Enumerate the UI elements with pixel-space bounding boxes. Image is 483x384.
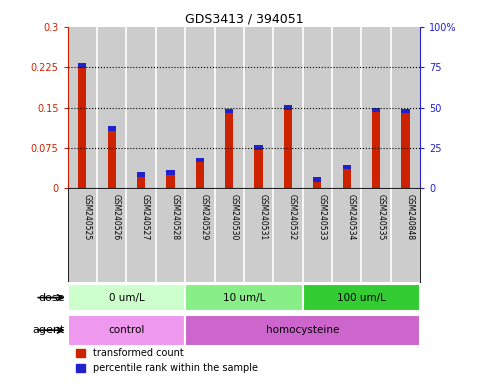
- Bar: [401, 109, 410, 113]
- Bar: [185, 27, 214, 188]
- Text: GSM240532: GSM240532: [288, 194, 297, 240]
- Bar: [391, 27, 420, 188]
- Bar: [185, 284, 303, 311]
- Legend: transformed count, percentile rank within the sample: transformed count, percentile rank withi…: [72, 344, 262, 377]
- Bar: [313, 177, 322, 188]
- Bar: [97, 27, 127, 188]
- Text: GSM240531: GSM240531: [258, 194, 268, 240]
- Bar: [166, 170, 174, 188]
- Bar: [284, 105, 292, 188]
- Text: agent: agent: [33, 325, 65, 335]
- Text: GSM240535: GSM240535: [376, 194, 385, 240]
- Bar: [342, 164, 351, 188]
- Bar: [332, 27, 361, 188]
- Text: GSM240527: GSM240527: [141, 194, 150, 240]
- Text: 100 um/L: 100 um/L: [337, 293, 386, 303]
- Text: dose: dose: [39, 293, 65, 303]
- Text: GSM240528: GSM240528: [170, 194, 180, 240]
- Bar: [255, 145, 263, 150]
- Bar: [196, 157, 204, 188]
- Text: GSM240526: GSM240526: [112, 194, 121, 240]
- Bar: [214, 27, 244, 188]
- Text: 0 um/L: 0 um/L: [109, 293, 144, 303]
- Bar: [156, 27, 185, 188]
- Bar: [372, 108, 380, 113]
- Text: GSM240848: GSM240848: [406, 194, 414, 240]
- Bar: [225, 109, 233, 188]
- Bar: [372, 108, 380, 188]
- Text: GSM240534: GSM240534: [347, 194, 356, 240]
- Bar: [68, 27, 97, 188]
- Text: control: control: [108, 325, 144, 335]
- Bar: [225, 109, 233, 113]
- Bar: [303, 284, 420, 311]
- Bar: [244, 27, 273, 188]
- Text: 10 um/L: 10 um/L: [223, 293, 265, 303]
- Bar: [137, 172, 145, 177]
- Bar: [361, 27, 391, 188]
- Bar: [255, 145, 263, 188]
- Text: GSM240533: GSM240533: [317, 194, 327, 240]
- Bar: [137, 172, 145, 188]
- Bar: [108, 126, 116, 188]
- Bar: [401, 109, 410, 188]
- Title: GDS3413 / 394051: GDS3413 / 394051: [185, 13, 303, 26]
- Bar: [166, 170, 174, 175]
- Text: GSM240529: GSM240529: [200, 194, 209, 240]
- Bar: [78, 63, 86, 68]
- Text: GSM240525: GSM240525: [82, 194, 91, 240]
- Bar: [68, 284, 185, 311]
- Bar: [108, 126, 116, 131]
- Bar: [284, 105, 292, 110]
- Bar: [68, 315, 185, 346]
- Bar: [342, 164, 351, 169]
- Bar: [127, 27, 156, 188]
- Bar: [273, 27, 303, 188]
- Bar: [303, 27, 332, 188]
- Text: GSM240530: GSM240530: [229, 194, 238, 240]
- Bar: [313, 177, 322, 182]
- Bar: [196, 157, 204, 162]
- Bar: [78, 63, 86, 188]
- Text: homocysteine: homocysteine: [266, 325, 340, 335]
- Bar: [185, 315, 420, 346]
